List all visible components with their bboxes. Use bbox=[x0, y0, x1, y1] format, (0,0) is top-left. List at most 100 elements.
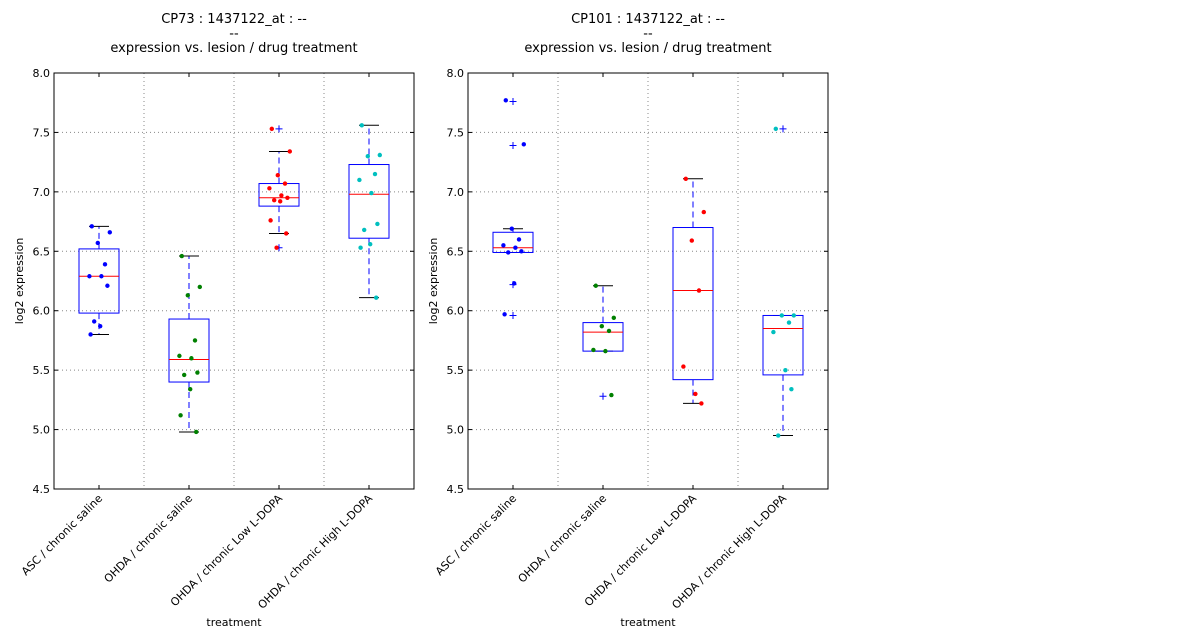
box bbox=[168, 318, 210, 383]
chart-panel-1: CP73 : 1437122_at : ----expression vs. l… bbox=[13, 12, 415, 629]
data-point bbox=[95, 240, 101, 246]
x-tick-label: OHDA / chronic saline bbox=[516, 492, 610, 586]
data-point bbox=[105, 283, 110, 288]
data-point bbox=[275, 173, 280, 178]
data-point bbox=[362, 227, 367, 233]
data-point bbox=[177, 353, 182, 359]
plot-frame bbox=[53, 72, 415, 490]
x-tick-label: ASC / chronic saline bbox=[433, 492, 519, 578]
box-group-1 bbox=[492, 98, 534, 319]
y-tick-label: 6.0 bbox=[447, 305, 465, 318]
box bbox=[492, 231, 534, 253]
data-point bbox=[89, 224, 95, 229]
data-point bbox=[278, 199, 283, 204]
box-group-4 bbox=[348, 123, 390, 300]
data-point bbox=[773, 126, 778, 132]
data-point bbox=[503, 98, 508, 103]
outlier-marker bbox=[509, 311, 517, 319]
data-point bbox=[287, 149, 292, 154]
data-point bbox=[375, 221, 380, 227]
box bbox=[348, 164, 390, 239]
y-tick-label: 6.5 bbox=[447, 245, 465, 258]
y-tick-label: 4.5 bbox=[33, 483, 51, 496]
data-point bbox=[696, 288, 702, 293]
data-point bbox=[699, 401, 704, 406]
x-axis-label: treatment bbox=[620, 616, 676, 629]
y-axis-label: log2 expression bbox=[427, 238, 440, 325]
data-point bbox=[502, 312, 507, 317]
data-point bbox=[357, 177, 362, 183]
data-point bbox=[285, 195, 290, 200]
outlier-marker bbox=[599, 392, 607, 400]
chart-title-line: -- bbox=[229, 27, 239, 42]
y-tick-label: 5.0 bbox=[33, 424, 51, 437]
x-tick-label: ASC / chronic saline bbox=[19, 492, 105, 578]
data-point bbox=[194, 429, 199, 435]
box-group-2 bbox=[168, 253, 210, 435]
data-point bbox=[791, 313, 796, 318]
box-group-3 bbox=[672, 176, 714, 406]
y-tick-label: 7.0 bbox=[447, 186, 465, 199]
data-point bbox=[609, 392, 614, 398]
y-tick-label: 5.0 bbox=[447, 424, 465, 437]
data-point bbox=[693, 391, 698, 397]
y-tick-label: 7.5 bbox=[447, 126, 465, 139]
box bbox=[762, 314, 804, 376]
data-point bbox=[611, 315, 616, 321]
data-point bbox=[107, 230, 113, 235]
data-point bbox=[359, 123, 364, 128]
data-point bbox=[189, 356, 194, 361]
box-group-2 bbox=[582, 283, 624, 400]
data-point bbox=[368, 241, 373, 247]
data-point bbox=[192, 338, 198, 343]
data-point bbox=[182, 372, 187, 378]
chart-title-line: expression vs. lesion / drug treatment bbox=[110, 41, 357, 56]
data-point bbox=[267, 186, 272, 191]
data-point bbox=[185, 293, 190, 298]
data-point bbox=[701, 209, 706, 215]
y-tick-label: 5.5 bbox=[447, 364, 465, 377]
data-point bbox=[178, 413, 183, 418]
data-point bbox=[786, 320, 792, 325]
data-point bbox=[92, 319, 97, 324]
data-point bbox=[783, 367, 788, 373]
data-point bbox=[268, 218, 273, 223]
box-group-3 bbox=[258, 125, 300, 252]
data-point bbox=[269, 126, 274, 132]
y-tick-label: 8.0 bbox=[447, 67, 465, 80]
y-tick-label: 8.0 bbox=[33, 67, 51, 80]
data-point bbox=[689, 238, 694, 243]
data-point bbox=[284, 231, 289, 236]
data-point bbox=[509, 226, 514, 231]
x-tick-label: OHDA / chronic saline bbox=[102, 492, 196, 586]
chart-title-line: CP101 : 1437122_at : -- bbox=[571, 12, 725, 27]
data-point bbox=[88, 332, 93, 337]
data-point bbox=[87, 274, 92, 279]
data-point bbox=[501, 243, 506, 248]
box bbox=[258, 183, 300, 207]
data-point bbox=[779, 313, 784, 318]
data-point bbox=[358, 245, 363, 250]
data-point bbox=[365, 154, 370, 159]
outlier-marker bbox=[779, 125, 787, 133]
data-point bbox=[519, 249, 524, 254]
box-group-4 bbox=[762, 125, 804, 438]
data-point bbox=[516, 237, 522, 242]
box-group-1 bbox=[78, 224, 120, 337]
data-point bbox=[372, 171, 378, 177]
data-point bbox=[282, 181, 288, 186]
data-point bbox=[197, 284, 202, 290]
y-tick-label: 7.5 bbox=[33, 126, 51, 139]
data-point bbox=[776, 433, 781, 438]
chart-title-line: expression vs. lesion / drug treatment bbox=[524, 41, 771, 56]
y-axis-label: log2 expression bbox=[13, 238, 26, 325]
data-point bbox=[99, 274, 104, 279]
x-axis-label: treatment bbox=[206, 616, 262, 629]
outlier-marker bbox=[509, 142, 517, 150]
data-point bbox=[102, 262, 108, 267]
data-point bbox=[377, 152, 382, 158]
y-tick-label: 5.5 bbox=[33, 364, 51, 377]
data-point bbox=[681, 364, 686, 369]
data-point bbox=[272, 197, 277, 203]
data-point bbox=[195, 370, 200, 375]
